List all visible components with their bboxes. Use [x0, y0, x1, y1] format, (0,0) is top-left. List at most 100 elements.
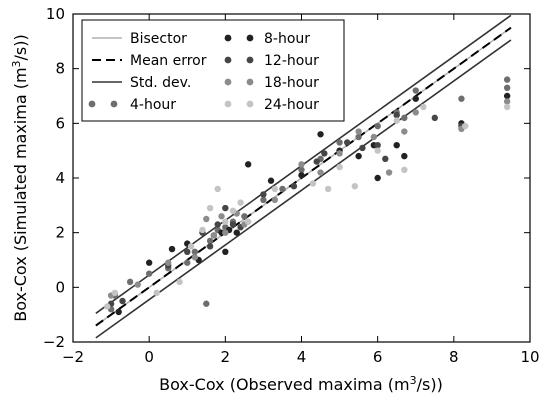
8-hour-point [145, 259, 153, 266]
4-hour-point [355, 133, 362, 141]
legend-label-std-dev: Std. dev. [130, 75, 191, 91]
8-hour-point [393, 142, 400, 149]
4-hour-point [184, 259, 191, 266]
8-hour-point [317, 131, 324, 138]
18-hour-point [210, 232, 218, 239]
24-hour-point [420, 103, 427, 111]
24-hour-point [222, 218, 229, 225]
4-hour-point [298, 166, 305, 173]
12-hour-point [393, 111, 400, 119]
y-axis-label-main: Box-Cox (Simulated maxima (m [11, 67, 30, 321]
24-hour-point [199, 226, 206, 234]
x-tick-label: 10 [520, 348, 539, 366]
12-hour-point [260, 191, 267, 198]
y-tick-label: 6 [55, 114, 65, 132]
8-hour-point [374, 174, 381, 182]
legend-marker-24-hour [246, 100, 254, 108]
18-hour-point [165, 259, 172, 266]
18-hour-point [317, 169, 324, 176]
24-hour-point [187, 243, 195, 250]
18-hour-point [355, 128, 362, 135]
24-hour-point [111, 289, 119, 296]
8-hour-point [233, 229, 240, 236]
12-hour-point [321, 150, 328, 157]
18-hour-point [370, 133, 378, 141]
legend: Bisector Mean error Std. dev. 4-hour 8-hour 1… [81, 19, 345, 122]
18-hour-point [298, 161, 305, 168]
y-axis-label-tail: /s)) [11, 34, 30, 60]
12-hour-point [184, 248, 191, 255]
y-axis-label: Box-Cox (Simulated maxima (m3/s)) [10, 34, 30, 322]
12-hour-point [431, 114, 438, 122]
8-hour-point [401, 152, 408, 160]
4-hour-point [503, 76, 511, 83]
4-hour-point [279, 185, 286, 193]
4-hour-point [126, 278, 134, 286]
24-hour-point [229, 207, 237, 214]
12-hour-point [344, 139, 351, 146]
18-hour-point [222, 229, 229, 236]
x-tick-label: 0 [144, 348, 154, 366]
legend-label-24-hour: 24-hour [264, 97, 319, 113]
y-tick-label: 10 [46, 5, 65, 23]
24-hour-point [374, 147, 381, 154]
y-tick-label: 2 [55, 224, 65, 242]
12-hour-point [290, 183, 298, 190]
12-hour-point [382, 155, 389, 163]
18-hour-point [134, 281, 141, 288]
4-hour-point [145, 270, 153, 277]
24-hour-point [206, 204, 214, 212]
24-hour-point [401, 166, 408, 173]
8-hour-point [168, 245, 176, 253]
legend-marker-8-hour [246, 34, 254, 42]
18-hour-point [385, 169, 393, 176]
4-hour-point [260, 196, 267, 204]
4-hour-point [241, 213, 248, 220]
24-hour-point [104, 303, 111, 310]
4-hour-point [458, 95, 465, 102]
4-hour-point [374, 122, 381, 130]
legend-marker-4-hour [88, 100, 96, 108]
18-hour-point [203, 215, 210, 223]
x-tick-label: 4 [297, 348, 307, 366]
12-hour-point [374, 142, 381, 149]
legend-label-18-hour: 18-hour [264, 75, 319, 91]
12-hour-point [359, 144, 366, 152]
18-hour-point [412, 109, 419, 116]
x-axis-label-superscript: 3 [410, 374, 417, 387]
x-tick-label: −2 [62, 348, 84, 366]
8-hour-point [115, 308, 122, 316]
24-hour-point [351, 183, 359, 190]
24-hour-point [214, 185, 221, 193]
12-hour-point [214, 221, 221, 228]
24-hour-point [336, 163, 343, 171]
x-tick-label: 8 [449, 348, 459, 366]
x-axis-label-main: Box-Cox (Observed maxima (m [159, 375, 409, 394]
8-hour-point [355, 152, 362, 160]
4-hour-point [412, 87, 419, 94]
18-hour-point [336, 150, 343, 157]
legend-marker-18-hour [224, 78, 232, 86]
24-hour-point [237, 199, 244, 206]
24-hour-point [244, 218, 252, 225]
legend-marker-12-hour [224, 56, 232, 64]
4-hour-point [203, 300, 210, 307]
8-hour-point [222, 248, 229, 255]
legend-marker-18-hour [246, 78, 254, 86]
legend-box [81, 19, 345, 122]
18-hour-point [503, 98, 511, 105]
legend-label-4-hour: 4-hour [130, 97, 176, 113]
18-hour-point [218, 213, 225, 220]
24-hour-point [324, 185, 332, 193]
legend-marker-12-hour [246, 56, 254, 64]
y-axis-label-superscript: 3 [10, 60, 23, 67]
y-tick-label: −2 [43, 333, 65, 351]
legend-marker-8-hour [224, 34, 232, 42]
4-hour-point [503, 84, 511, 92]
legend-label-12-hour: 12-hour [264, 53, 319, 69]
24-hour-point [503, 103, 511, 111]
legend-marker-24-hour [224, 100, 232, 108]
24-hour-point [393, 117, 400, 124]
24-hour-point [176, 278, 183, 286]
